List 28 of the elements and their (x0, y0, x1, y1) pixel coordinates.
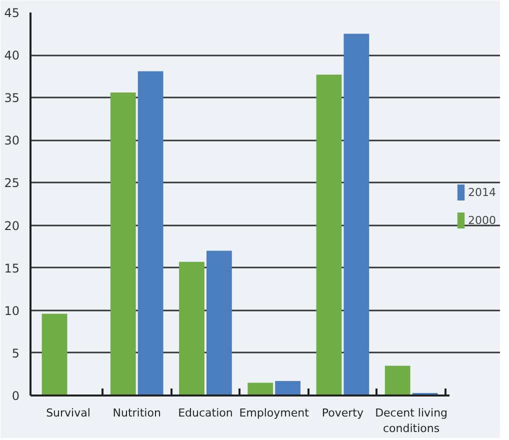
x-tick-label: Employment (239, 406, 310, 420)
y-tick-label: 10 (4, 304, 20, 318)
legend-label: 2014 (468, 186, 496, 198)
bar (110, 92, 136, 396)
x-tick-label: Education (178, 406, 233, 420)
x-tick-label: Survival (46, 406, 90, 420)
y-tick-label: 30 (4, 134, 20, 148)
y-tick-label: 20 (4, 218, 20, 233)
bar (138, 71, 164, 396)
y-tick-label: 0 (12, 389, 20, 403)
y-tick-label: 45 (4, 6, 20, 20)
y-tick-label: 5 (12, 346, 20, 360)
x-tick-label: Nutrition (112, 406, 161, 420)
bar (179, 262, 204, 396)
bar (384, 366, 410, 396)
legend-label: 2000 (468, 214, 496, 226)
x-tick-label: Decent living conditions (375, 406, 448, 436)
bar (344, 34, 370, 396)
bar (316, 74, 342, 396)
x-tick-label: Poverty (322, 406, 364, 420)
bar (42, 314, 68, 396)
bar (248, 382, 274, 396)
bar (206, 250, 232, 396)
bar (275, 381, 300, 396)
y-tick-label: 25 (4, 176, 20, 190)
y-tick-label: 35 (4, 91, 20, 106)
y-tick-label: 15 (4, 261, 20, 276)
y-tick-label: 40 (4, 48, 20, 63)
